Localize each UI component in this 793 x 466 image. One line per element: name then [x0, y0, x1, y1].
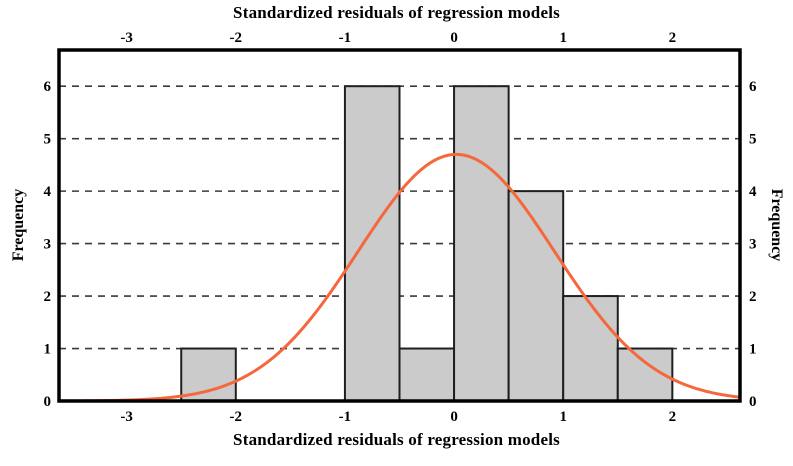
right-y-axis-title: Frequency — [768, 188, 785, 262]
right-tick-label: 4 — [749, 184, 757, 200]
histogram-bars — [180, 85, 674, 403]
bottom-tick-label: 2 — [669, 409, 677, 425]
histogram-bar — [398, 347, 456, 402]
top-tick-label: 2 — [669, 30, 677, 46]
left-tick-label: 6 — [44, 79, 52, 95]
bottom-tick-label: 0 — [450, 409, 458, 425]
normal-curve — [57, 152, 741, 403]
top-tick-label: -3 — [120, 30, 133, 46]
top-tick-label: 0 — [450, 30, 458, 46]
right-tick-label: 1 — [749, 342, 757, 358]
left-tick-label: 5 — [44, 132, 52, 148]
histogram-bar — [180, 347, 237, 402]
left-tick-label: 0 — [44, 394, 52, 410]
right-axis-tick-labels: 0 1 2 3 4 5 6 — [749, 79, 757, 410]
plot-frame — [57, 48, 742, 403]
bottom-tick-label: -3 — [120, 409, 133, 425]
bottom-axis-tick-labels: -3 -2 -1 0 1 2 — [120, 409, 676, 425]
right-tick-label: 2 — [749, 289, 757, 305]
top-axis-title: Standardized residuals of regression mod… — [233, 3, 560, 22]
left-y-axis-title: Frequency — [10, 188, 27, 262]
right-tick-label: 5 — [749, 132, 757, 148]
top-tick-label: 1 — [559, 30, 567, 46]
histogram-bar — [562, 295, 619, 402]
histogram-bar — [343, 85, 401, 403]
histogram-bar — [453, 85, 510, 403]
bottom-axis-title: Standardized residuals of regression mod… — [233, 430, 560, 449]
left-axis-tick-labels: 0 1 2 3 4 5 6 — [44, 79, 52, 410]
left-tick-label: 2 — [44, 289, 52, 305]
right-tick-label: 3 — [749, 237, 757, 253]
left-tick-label: 4 — [44, 184, 52, 200]
top-tick-label: -2 — [230, 30, 243, 46]
right-tick-label: 6 — [749, 79, 757, 95]
right-tick-label: 0 — [749, 394, 757, 410]
left-tick-label: 3 — [44, 237, 52, 253]
left-tick-label: 1 — [44, 342, 52, 358]
top-axis-tick-labels: -3 -2 -1 0 1 2 — [120, 30, 676, 46]
bottom-tick-label: -1 — [339, 409, 352, 425]
top-tick-label: -1 — [339, 30, 352, 46]
bottom-tick-label: -2 — [230, 409, 243, 425]
bottom-tick-label: 1 — [559, 409, 567, 425]
